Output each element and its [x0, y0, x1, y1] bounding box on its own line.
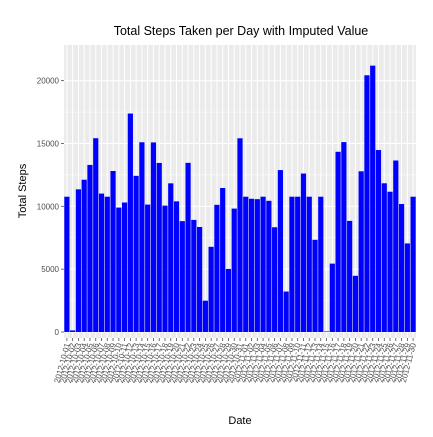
bar: [248, 198, 255, 332]
y-tick-label: 0: [55, 328, 60, 337]
bar: [323, 331, 330, 332]
bar: [179, 221, 185, 332]
bar: [352, 275, 359, 332]
bar: [202, 300, 208, 332]
bar: [300, 173, 307, 332]
bar: [104, 196, 110, 332]
bar: [364, 75, 370, 333]
bar: [243, 196, 249, 332]
bar: [306, 196, 312, 332]
bar: [295, 196, 301, 332]
y-tick-label: 10000: [37, 202, 60, 211]
bar: [370, 65, 376, 332]
bar: [121, 202, 128, 332]
bar: [335, 151, 341, 332]
bar: [225, 268, 232, 332]
bar: [185, 162, 191, 332]
bar: [329, 263, 335, 332]
bar: [110, 170, 116, 332]
bar: [127, 113, 133, 332]
bar: [139, 142, 145, 332]
bar: [220, 188, 226, 332]
bar: [93, 138, 99, 332]
y-tick-label: 15000: [37, 139, 60, 148]
bar: [191, 219, 197, 332]
bar: [410, 196, 416, 332]
bar: [145, 204, 151, 332]
bar: [393, 160, 399, 332]
bar: [133, 175, 139, 332]
bar: [168, 183, 174, 332]
y-axis: 0 5000 10000 15000 20000: [37, 77, 64, 337]
bar: [214, 204, 220, 332]
bars: [64, 65, 416, 333]
bar: [197, 226, 203, 332]
bar: [318, 196, 324, 332]
x-axis: 2012-10-012012-10-022012-10-032012-10-04…: [53, 338, 418, 384]
bar: [75, 189, 82, 332]
y-tick-label: 20000: [37, 77, 60, 86]
bar: [231, 208, 237, 332]
bar: [116, 207, 122, 332]
bar: [404, 243, 410, 332]
bar: [277, 170, 283, 332]
bar: [70, 330, 76, 332]
y-tick-label: 5000: [41, 265, 59, 274]
bar: [387, 191, 393, 332]
bar: [289, 196, 295, 332]
bar: [87, 164, 93, 332]
y-axis-title: Total Steps: [17, 163, 29, 218]
bar: [381, 183, 387, 332]
bar: [64, 196, 70, 332]
bar: [237, 138, 243, 332]
bar: [358, 171, 364, 332]
bar: [150, 142, 157, 332]
bar: [260, 196, 266, 332]
bar: [283, 291, 289, 332]
bar: [156, 162, 162, 332]
bar: [312, 239, 318, 332]
bar: [162, 205, 168, 332]
x-axis-title: Date: [228, 415, 251, 427]
bar: [347, 220, 353, 332]
bar: [272, 227, 278, 332]
bar: [98, 193, 105, 332]
bar: [208, 246, 214, 332]
bar: [375, 150, 382, 332]
bar: [254, 199, 260, 332]
bar: [173, 201, 180, 332]
bar: [398, 204, 405, 332]
bar: [266, 200, 272, 332]
chart-title: Total Steps Taken per Day with Imputed V…: [114, 24, 369, 38]
bar: [81, 179, 87, 332]
bar: [341, 142, 347, 332]
